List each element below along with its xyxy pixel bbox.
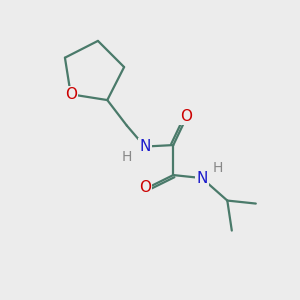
Text: N: N — [139, 139, 151, 154]
Text: H: H — [122, 150, 132, 164]
Text: O: O — [65, 87, 77, 102]
Text: O: O — [180, 110, 192, 124]
Text: N: N — [196, 171, 208, 186]
Text: H: H — [213, 160, 224, 175]
Text: O: O — [140, 180, 152, 195]
